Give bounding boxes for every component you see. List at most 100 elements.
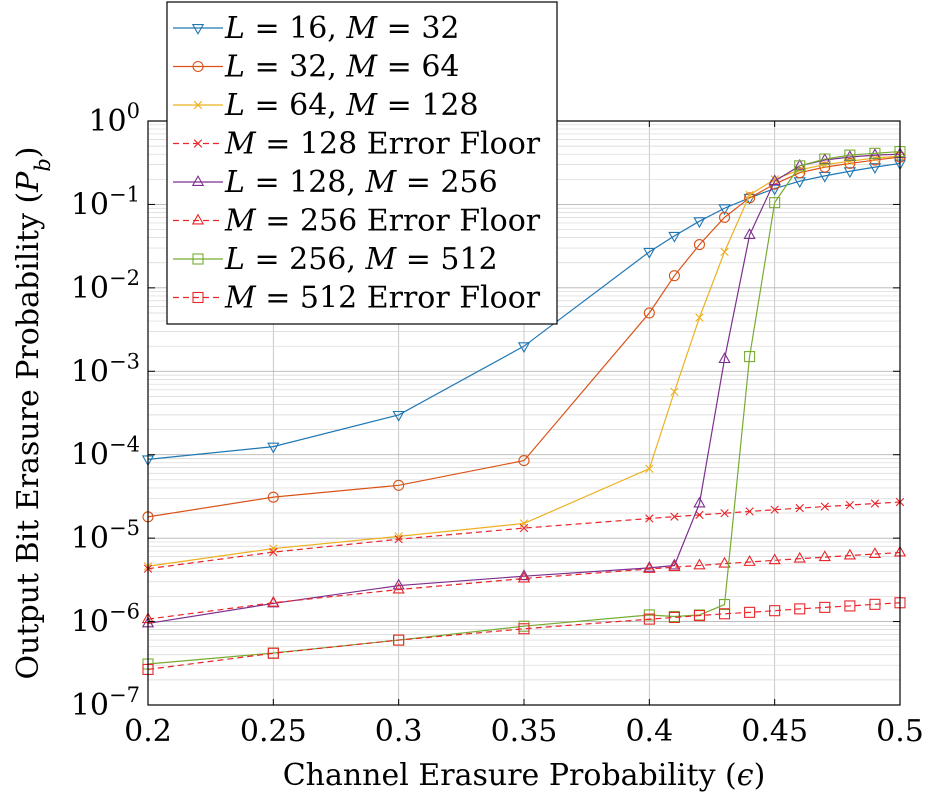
legend-entry: L = 128, M = 256 bbox=[173, 165, 498, 200]
series-2 bbox=[142, 151, 906, 523]
data-point bbox=[393, 634, 405, 646]
x-tick-label: 0.25 bbox=[240, 714, 307, 749]
data-point bbox=[820, 502, 829, 511]
data-point bbox=[769, 605, 781, 617]
data-point bbox=[745, 190, 754, 200]
data-point bbox=[668, 611, 680, 624]
data-point bbox=[744, 351, 756, 363]
data-point bbox=[645, 514, 654, 523]
series-line bbox=[147, 156, 901, 518]
x-tick-label: 0.2 bbox=[124, 714, 172, 749]
data-point bbox=[267, 442, 280, 454]
legend-marker bbox=[192, 60, 204, 73]
series-4 bbox=[143, 497, 905, 573]
legend-marker bbox=[191, 213, 205, 225]
data-point bbox=[267, 647, 279, 659]
legend-entry: M = 512 Error Floor bbox=[173, 281, 541, 316]
data-point bbox=[843, 548, 857, 560]
data-point bbox=[794, 603, 806, 615]
data-point bbox=[869, 598, 881, 610]
series-layer bbox=[141, 146, 907, 675]
data-point bbox=[818, 550, 831, 562]
data-point bbox=[844, 157, 856, 169]
data-point bbox=[744, 606, 756, 618]
data-point bbox=[819, 601, 831, 613]
x-tick-label: 0.35 bbox=[491, 714, 558, 749]
y-tick-label: 10−2 bbox=[71, 266, 140, 306]
series-1 bbox=[141, 159, 907, 467]
legend-marker bbox=[193, 100, 203, 110]
data-point bbox=[394, 535, 403, 544]
x-tick-label: 0.5 bbox=[876, 714, 924, 749]
legend-box bbox=[166, 1, 558, 325]
data-point bbox=[868, 547, 882, 558]
data-point bbox=[768, 174, 781, 186]
data-point bbox=[819, 161, 831, 173]
y-tick-label: 10−6 bbox=[71, 600, 140, 640]
series-line bbox=[147, 602, 901, 671]
data-point bbox=[668, 558, 681, 570]
data-point bbox=[743, 555, 756, 566]
data-point bbox=[720, 247, 729, 257]
legend-label: L = 64, M = 128 bbox=[224, 88, 479, 123]
x-tick-label: 0.45 bbox=[741, 714, 808, 749]
series-line bbox=[147, 153, 901, 625]
data-point bbox=[794, 160, 806, 172]
data-point bbox=[770, 505, 779, 514]
data-point bbox=[393, 479, 405, 491]
y-tick-label: 100 bbox=[88, 99, 140, 139]
data-point bbox=[844, 149, 856, 161]
data-point bbox=[795, 503, 804, 513]
data-point bbox=[718, 608, 731, 620]
data-point bbox=[720, 509, 729, 518]
data-point bbox=[769, 197, 781, 209]
data-point bbox=[845, 500, 855, 510]
data-point bbox=[693, 239, 706, 251]
data-point bbox=[670, 387, 679, 396]
legend-marker bbox=[191, 175, 205, 186]
data-point bbox=[695, 510, 704, 520]
data-point bbox=[693, 496, 706, 508]
data-point bbox=[643, 247, 656, 259]
data-point bbox=[693, 558, 706, 570]
data-point bbox=[844, 600, 856, 612]
legend: L = 16, M = 32 L = 32, M = 64L = 64, M = … bbox=[166, 1, 558, 325]
legend-marker bbox=[193, 139, 203, 148]
legend-marker bbox=[192, 253, 204, 265]
series-6 bbox=[141, 545, 907, 624]
y-tick-label: 10−3 bbox=[71, 349, 140, 389]
y-tick-label: 10−1 bbox=[71, 182, 140, 222]
series-line bbox=[147, 501, 901, 570]
x-tick-label: 0.3 bbox=[375, 714, 423, 749]
data-point bbox=[869, 147, 881, 159]
x-tick-label: 0.4 bbox=[625, 714, 673, 749]
legend-marker bbox=[192, 291, 204, 304]
legend-marker bbox=[191, 24, 205, 35]
data-point bbox=[269, 547, 278, 557]
data-point bbox=[743, 228, 756, 239]
data-point bbox=[269, 544, 278, 553]
y-tick-label: 10−5 bbox=[71, 516, 140, 556]
data-point bbox=[392, 410, 405, 422]
data-point bbox=[643, 613, 655, 625]
data-point bbox=[392, 582, 405, 594]
data-point bbox=[693, 610, 706, 622]
data-point bbox=[267, 595, 280, 607]
legend-label: M = 128 Error Floor bbox=[224, 127, 541, 162]
data-point bbox=[718, 211, 731, 223]
series-line bbox=[147, 551, 901, 620]
y-tick-label: 10−7 bbox=[71, 683, 140, 723]
legend-label: L = 32, M = 64 bbox=[224, 50, 460, 85]
data-point bbox=[819, 153, 831, 165]
data-point bbox=[820, 160, 829, 169]
legend-entry: L = 32, M = 64 bbox=[173, 50, 460, 85]
legend-label: M = 512 Error Floor bbox=[224, 281, 541, 316]
data-point bbox=[768, 553, 781, 565]
legend-label: L = 128, M = 256 bbox=[224, 165, 498, 200]
legend-entry: L = 256, M = 512 bbox=[173, 242, 498, 277]
data-point bbox=[517, 569, 531, 581]
legend-entry: L = 64, M = 128 bbox=[173, 88, 479, 123]
y-axis-title: Output Bit Erasure Probability (Pb) bbox=[11, 146, 55, 679]
data-point bbox=[519, 523, 529, 533]
